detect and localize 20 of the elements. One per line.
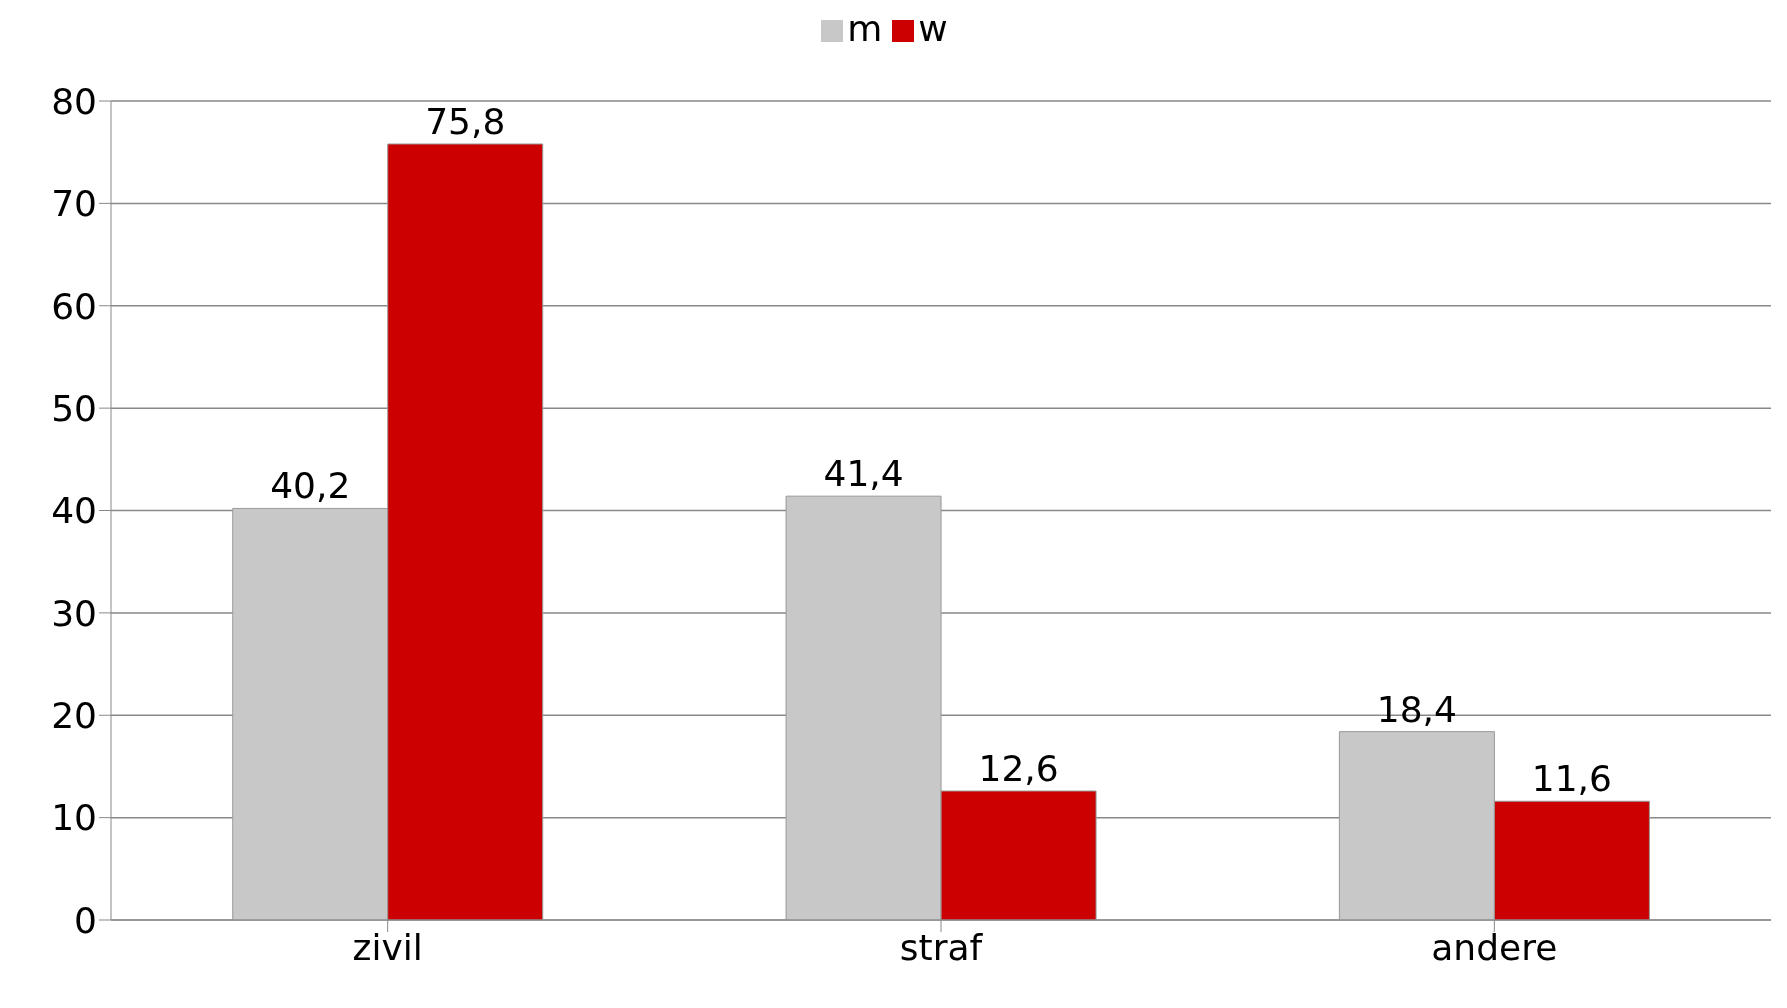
data-label: 11,6: [1531, 758, 1612, 800]
x-tick-label: straf: [899, 926, 984, 968]
legend-label: m: [847, 8, 883, 49]
data-label: 12,6: [978, 748, 1059, 790]
x-tick-label: andere: [1431, 926, 1558, 968]
x-tick-label: zivil: [352, 926, 423, 968]
data-label: 75,8: [425, 101, 506, 142]
y-tick-label: 80: [51, 80, 97, 122]
y-tick-label: 60: [51, 285, 97, 327]
y-tick-label: 20: [51, 695, 97, 737]
y-tick-label: 70: [51, 183, 97, 225]
y-tick-label: 10: [51, 797, 97, 839]
y-tick-label: 0: [74, 899, 97, 941]
y-tick-label: 40: [51, 490, 97, 532]
data-label: 18,4: [1376, 688, 1457, 730]
data-label: 40,2: [270, 465, 351, 507]
data-label: 41,4: [823, 453, 904, 495]
y-tick-label: 30: [51, 592, 97, 634]
y-tick-label: 50: [51, 387, 97, 429]
legend-label: w: [918, 8, 948, 49]
